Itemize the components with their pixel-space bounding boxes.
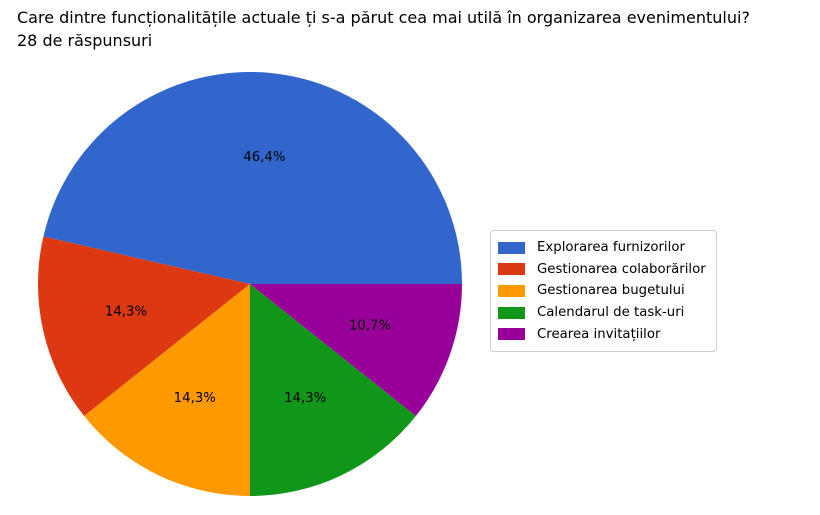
pie-slice xyxy=(250,284,416,497)
legend-item: Gestionarea colaborărilor xyxy=(498,259,706,281)
legend-label: Explorarea furnizorilor xyxy=(537,240,685,256)
pie-percentage-label: 10,7% xyxy=(349,319,391,334)
legend-item: Explorarea furnizorilor xyxy=(498,237,706,259)
legend-swatch xyxy=(498,263,525,276)
pie-percentage-label: 14,3% xyxy=(174,391,216,406)
legend-item: Crearea invitațiilor xyxy=(498,323,706,345)
pie-percentage-label: 14,3% xyxy=(105,305,147,320)
legend-label: Calendarul de task-uri xyxy=(537,305,685,321)
pie-slice xyxy=(37,236,251,417)
pie-slice xyxy=(84,284,250,496)
legend-swatch xyxy=(498,284,525,297)
chart-title: Care dintre funcționalitățile actuale ți… xyxy=(17,8,750,27)
pie-percentage-label: 14,3% xyxy=(284,391,326,406)
legend-swatch xyxy=(498,328,525,341)
legend-label: Crearea invitațiilor xyxy=(537,326,661,342)
pie-slices xyxy=(37,71,463,497)
pie-percentage-label: 46,4% xyxy=(243,150,285,165)
legend-label: Gestionarea colaborărilor xyxy=(537,261,706,277)
legend: Explorarea furnizorilor Gestionarea colab… xyxy=(490,230,717,352)
legend-swatch xyxy=(498,241,525,254)
chart-subtitle: 28 de răspunsuri xyxy=(17,31,153,50)
pie-slice xyxy=(250,284,462,417)
title-block: Care dintre funcționalitățile actuale ți… xyxy=(17,6,750,52)
pie-percentage-labels: 46,4% 14,3% 14,3% 14,3% 10,7% xyxy=(105,150,391,406)
legend-label: Gestionarea bugetului xyxy=(537,283,685,299)
legend-swatch xyxy=(498,306,525,319)
pie-slice xyxy=(43,71,463,284)
legend-item: Gestionarea bugetului xyxy=(498,280,706,302)
legend-item: Calendarul de task-uri xyxy=(498,302,706,324)
